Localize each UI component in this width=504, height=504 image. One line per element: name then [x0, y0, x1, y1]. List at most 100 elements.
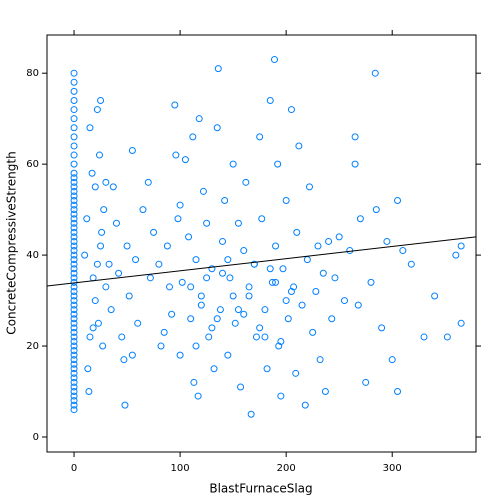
point — [70, 392, 78, 400]
point — [70, 406, 78, 414]
point — [362, 378, 370, 386]
point — [70, 174, 78, 182]
point — [292, 369, 300, 377]
point — [383, 237, 391, 245]
y-axis-label: ConcreteCompressiveStrength — [5, 151, 19, 334]
point — [394, 388, 402, 396]
point — [70, 251, 78, 259]
point — [165, 283, 173, 291]
point — [84, 365, 92, 373]
point — [70, 233, 78, 241]
point — [171, 101, 179, 109]
point — [70, 69, 78, 77]
point — [98, 228, 106, 236]
point — [208, 265, 216, 273]
point — [89, 274, 97, 282]
point — [219, 237, 227, 245]
point — [102, 178, 110, 186]
point — [219, 269, 227, 277]
point — [97, 242, 105, 250]
point — [70, 319, 78, 327]
point — [270, 56, 278, 64]
point — [85, 388, 93, 396]
point — [181, 156, 189, 164]
point — [216, 306, 224, 314]
point — [132, 256, 140, 264]
point — [210, 365, 218, 373]
point — [176, 201, 184, 209]
point — [70, 228, 78, 236]
point — [443, 333, 451, 341]
point — [272, 278, 280, 286]
point — [70, 301, 78, 309]
point — [155, 260, 163, 268]
point — [203, 219, 211, 227]
point — [105, 260, 113, 268]
point — [256, 133, 264, 141]
point — [346, 247, 354, 255]
x-tick-label: 300 — [383, 463, 402, 474]
point — [203, 274, 211, 282]
point — [70, 306, 78, 314]
point — [282, 297, 290, 305]
point — [367, 278, 375, 286]
point — [309, 328, 317, 336]
point — [261, 333, 269, 341]
x-tick-label: 0 — [71, 463, 77, 474]
point — [172, 151, 180, 159]
regression-line — [46, 236, 477, 287]
point — [256, 324, 264, 332]
point — [266, 96, 274, 104]
point — [214, 65, 222, 73]
point — [298, 301, 306, 309]
point — [328, 315, 336, 323]
point — [93, 106, 101, 114]
point — [70, 342, 78, 350]
point — [245, 283, 253, 291]
point — [282, 197, 290, 205]
point — [70, 192, 78, 200]
point — [125, 292, 133, 300]
point — [70, 169, 78, 177]
point — [305, 183, 313, 191]
point — [70, 133, 78, 141]
point — [356, 215, 364, 223]
point — [314, 242, 322, 250]
point — [70, 374, 78, 382]
point — [274, 160, 282, 168]
point — [192, 256, 200, 264]
point — [178, 278, 186, 286]
point — [70, 197, 78, 205]
point — [319, 269, 327, 277]
point — [70, 310, 78, 318]
point — [354, 301, 362, 309]
point — [420, 333, 428, 341]
panel — [46, 34, 477, 453]
point — [229, 292, 237, 300]
point — [70, 324, 78, 332]
point — [70, 219, 78, 227]
point — [303, 256, 311, 264]
point — [93, 260, 101, 268]
point — [237, 383, 245, 391]
point — [150, 228, 158, 236]
point — [168, 310, 176, 318]
point — [70, 201, 78, 209]
point — [399, 247, 407, 255]
point — [194, 392, 202, 400]
point — [120, 356, 128, 364]
point — [163, 242, 171, 250]
point — [102, 283, 110, 291]
point — [109, 183, 117, 191]
point — [70, 369, 78, 377]
point — [70, 178, 78, 186]
point — [247, 410, 255, 418]
point — [268, 278, 276, 286]
point — [335, 233, 343, 241]
point — [312, 287, 320, 295]
x-tick-label: 100 — [171, 463, 190, 474]
point — [284, 315, 292, 323]
point — [279, 265, 287, 273]
point — [277, 337, 285, 345]
